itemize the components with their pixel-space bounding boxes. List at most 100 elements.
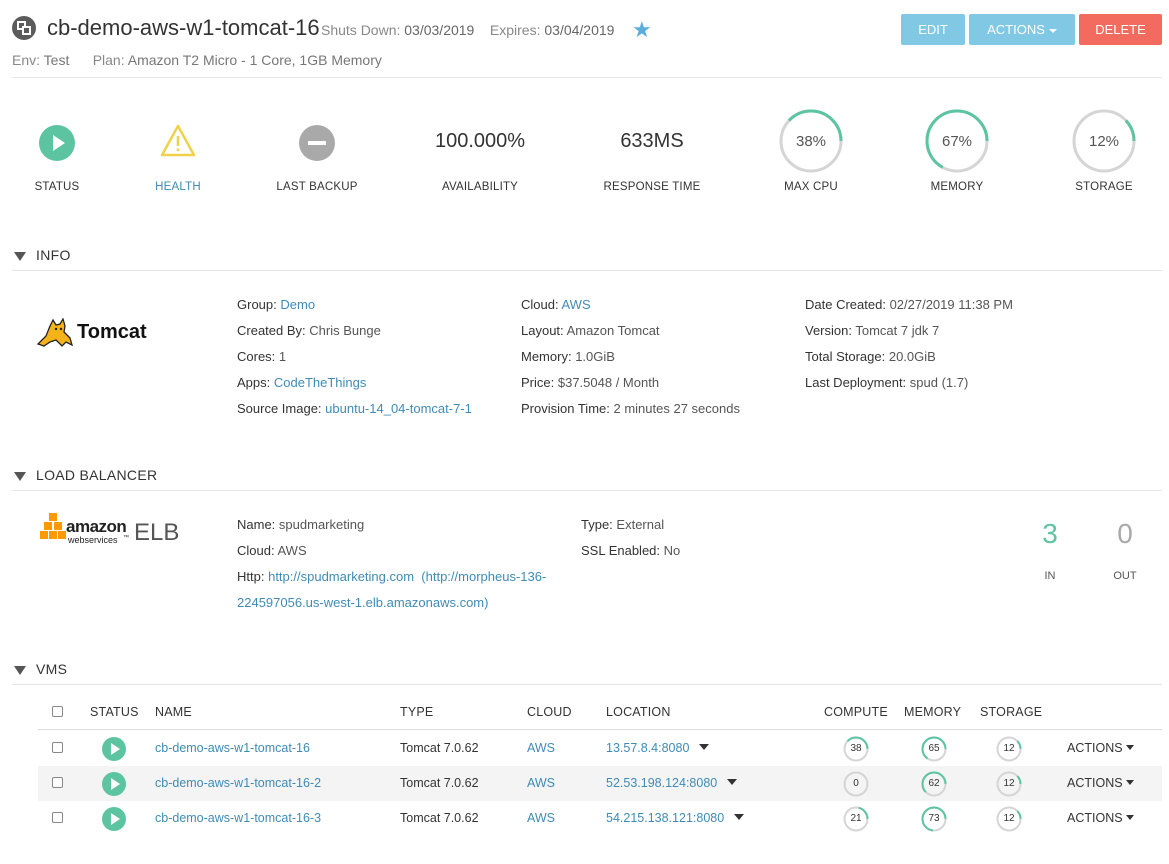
table-header-divider [38, 729, 1162, 730]
collapse-triangle-icon[interactable] [14, 472, 26, 481]
vm-location[interactable]: 54.215.138.121:8080 [606, 811, 745, 825]
memory-value: 65 [928, 743, 940, 754]
lb-out-count: 0 [1117, 518, 1133, 549]
info-col1-field: Cores: 1 [237, 349, 286, 364]
info-col1-field: Apps: CodeTheThings [237, 375, 366, 390]
vm-cloud-link[interactable]: AWS [527, 741, 556, 755]
memory-value: 62 [928, 778, 940, 789]
vm-location-link[interactable]: 13.57.8.4:8080 [606, 741, 690, 755]
col-compute-header[interactable]: COMPUTE [824, 705, 888, 719]
memory-value: 73 [928, 813, 940, 824]
col-name-header[interactable]: NAME [155, 705, 192, 719]
compute-ring [843, 736, 869, 762]
compute-mini-gauge: 0 [843, 771, 869, 797]
col-storage-header[interactable]: STORAGE [980, 705, 1043, 719]
vm-name-link[interactable]: cb-demo-aws-w1-tomcat-16-3 [155, 811, 322, 825]
memory-mini-gauge: 73 [921, 806, 947, 832]
chevron-down-icon[interactable] [699, 744, 710, 750]
table-row[interactable]: cb-demo-aws-w1-tomcat-16 Tomcat 7.0.62 AWS… [38, 731, 1162, 766]
info-col1-field: Source Image: ubuntu-14_04-tomcat-7-1 [237, 401, 472, 416]
edit-button[interactable]: EDIT [901, 14, 965, 45]
info-col2-field-label: Memory: [521, 349, 572, 364]
info-col3-field-value: spud (1.7) [909, 375, 969, 390]
row-checkbox[interactable] [52, 777, 63, 788]
gauge-fill [921, 806, 947, 832]
vm-location[interactable]: 13.57.8.4:8080 [606, 741, 710, 755]
lb-http-link[interactable]: http://spudmarketing.com [268, 569, 415, 584]
caret-down-icon [1125, 745, 1134, 750]
table-row[interactable]: cb-demo-aws-w1-tomcat-16-2 Tomcat 7.0.62 A… [38, 766, 1162, 801]
info-col1-field-label: Apps: [237, 375, 271, 390]
vm-type: Tomcat 7.0.62 [400, 741, 479, 755]
row-checkbox[interactable] [52, 812, 63, 823]
cpu-gauge-label: MAX CPU [784, 181, 838, 193]
lb-http-alias-link-2[interactable]: 224597056.us-west-1.elb.amazonaws.com) [237, 595, 489, 610]
info-col1-field-value[interactable]: CodeTheThings [273, 375, 367, 390]
play-status-icon [39, 125, 75, 161]
row-actions-button[interactable]: ACTIONS [1067, 776, 1134, 790]
memory-ring [921, 806, 947, 832]
gauge-fill [921, 736, 947, 762]
col-location-header[interactable]: LOCATION [606, 705, 671, 719]
stat-health[interactable]: HEALTH [118, 108, 238, 208]
favorite-star-icon[interactable]: ★ [632, 17, 652, 42]
vm-location-link[interactable]: 54.215.138.121:8080 [606, 811, 725, 825]
storage-ring [996, 736, 1022, 762]
plan-label: Plan: [92, 52, 125, 68]
info-col1-field-value[interactable]: Demo [280, 297, 316, 312]
vms-section-header[interactable]: VMS [12, 659, 1162, 685]
col-cloud-header[interactable]: CLOUD [527, 705, 572, 719]
info-col2-field-value: 2 minutes 27 seconds [613, 401, 740, 416]
col-status-header[interactable]: STATUS [90, 705, 139, 719]
expires-label: Expires: [489, 22, 541, 38]
memory-ring [921, 771, 947, 797]
lb-http-alias-link-1[interactable]: (http://morpheus-136- [421, 569, 547, 584]
info-col2-field-label: Provision Time: [521, 401, 610, 416]
vm-cloud-link[interactable]: AWS [527, 811, 556, 825]
info-col2-field-value: $37.5048 / Month [557, 375, 660, 390]
info-section-header[interactable]: INFO [12, 245, 1162, 271]
availability-label: AVAILABILITY [441, 181, 519, 193]
vm-location-link[interactable]: 52.53.198.124:8080 [606, 776, 718, 790]
vm-cloud-link[interactable]: AWS [527, 776, 556, 790]
compute-value: 21 [850, 813, 862, 824]
play-status-icon [102, 772, 126, 796]
col-memory-header[interactable]: MEMORY [904, 705, 962, 719]
delete-button[interactable]: DELETE [1079, 14, 1162, 45]
select-all-checkbox[interactable] [52, 706, 63, 717]
actions-button[interactable]: ACTIONS [969, 14, 1075, 45]
collapse-triangle-icon[interactable] [14, 252, 26, 261]
load-balancer-section-header[interactable]: LOAD BALANCER [12, 465, 1162, 491]
info-col1-field: Group: Demo [237, 297, 315, 312]
response-time-value: 633MS [620, 130, 684, 152]
info-col1-field-value[interactable]: ubuntu-14_04-tomcat-7-1 [325, 401, 472, 416]
stat-health-label[interactable]: HEALTH [155, 181, 201, 193]
row-actions-button[interactable]: ACTIONS [1067, 741, 1134, 755]
aws-logo-amazon: amazon [66, 517, 127, 536]
gauge-fill [921, 771, 947, 797]
table-row[interactable]: cb-demo-aws-w1-tomcat-16-3 Tomcat 7.0.62 A… [38, 801, 1162, 836]
vm-location[interactable]: 52.53.198.124:8080 [606, 776, 738, 790]
info-col3-field: Total Storage: 20.0GiB [805, 349, 936, 364]
availability-value: 100.000% [434, 130, 526, 152]
row-checkbox[interactable] [52, 742, 63, 753]
warning-icon [160, 124, 196, 157]
page-header: cb-demo-aws-w1-tomcat-16 Shuts Down: 03/… [12, 14, 1162, 78]
compute-mini-gauge: 38 [843, 736, 869, 762]
lb-cloud: Cloud: AWS [237, 543, 307, 558]
lb-cloud-value: AWS [277, 543, 307, 558]
col-type-header[interactable]: TYPE [400, 705, 434, 719]
row-actions-button[interactable]: ACTIONS [1067, 811, 1134, 825]
chevron-down-icon[interactable] [727, 779, 738, 785]
vm-type: Tomcat 7.0.62 [400, 811, 479, 825]
storage-mini-gauge: 12 [996, 736, 1022, 762]
lb-type: Type: External [581, 517, 664, 532]
chevron-down-icon[interactable] [734, 814, 745, 820]
collapse-triangle-icon[interactable] [14, 666, 26, 675]
vm-name-link[interactable]: cb-demo-aws-w1-tomcat-16-2 [155, 776, 322, 790]
info-col2-field-value[interactable]: AWS [561, 297, 591, 312]
caret-down-icon [1125, 780, 1134, 785]
tomcat-logo: Tomcat [36, 318, 156, 350]
vm-name-link[interactable]: cb-demo-aws-w1-tomcat-16 [155, 741, 310, 755]
info-col3-field: Last Deployment: spud (1.7) [805, 375, 968, 390]
